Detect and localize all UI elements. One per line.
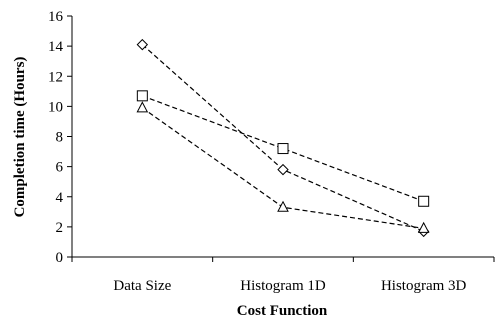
y-tick-label: 14 — [48, 39, 64, 55]
data-point-triangle — [417, 221, 430, 233]
data-point-triangle — [277, 200, 289, 212]
data-point-square — [277, 143, 289, 155]
y-tick-label: 6 — [56, 160, 64, 176]
x-tick-label: Data Size — [113, 278, 171, 294]
y-tick-label: 4 — [56, 190, 64, 206]
x-tick-label: Histogram 1D — [240, 278, 326, 294]
x-axis-title: Cost Function — [237, 303, 328, 319]
y-tick-label: 2 — [56, 220, 64, 236]
axes: 0 2 4 6 8 10 12 14 16 Data Size Histogram 1D Histog… — [48, 9, 495, 294]
data-point-triangle — [136, 101, 149, 113]
series-line-square — [142, 95, 424, 202]
y-axis-title: Completion time (Hours) — [12, 57, 28, 218]
data-point-diamond — [136, 38, 149, 51]
data-point-square — [136, 90, 148, 102]
data-point-square — [418, 195, 430, 207]
y-tick-label: 16 — [48, 9, 64, 25]
x-tick-label: Histogram 3D — [381, 278, 467, 294]
y-tick-label: 12 — [48, 69, 63, 85]
series-layer — [136, 38, 430, 238]
y-tick-label: 0 — [56, 250, 64, 266]
data-point-diamond — [277, 163, 289, 176]
y-tick-label: 8 — [56, 130, 64, 146]
y-tick-label: 10 — [48, 99, 63, 115]
